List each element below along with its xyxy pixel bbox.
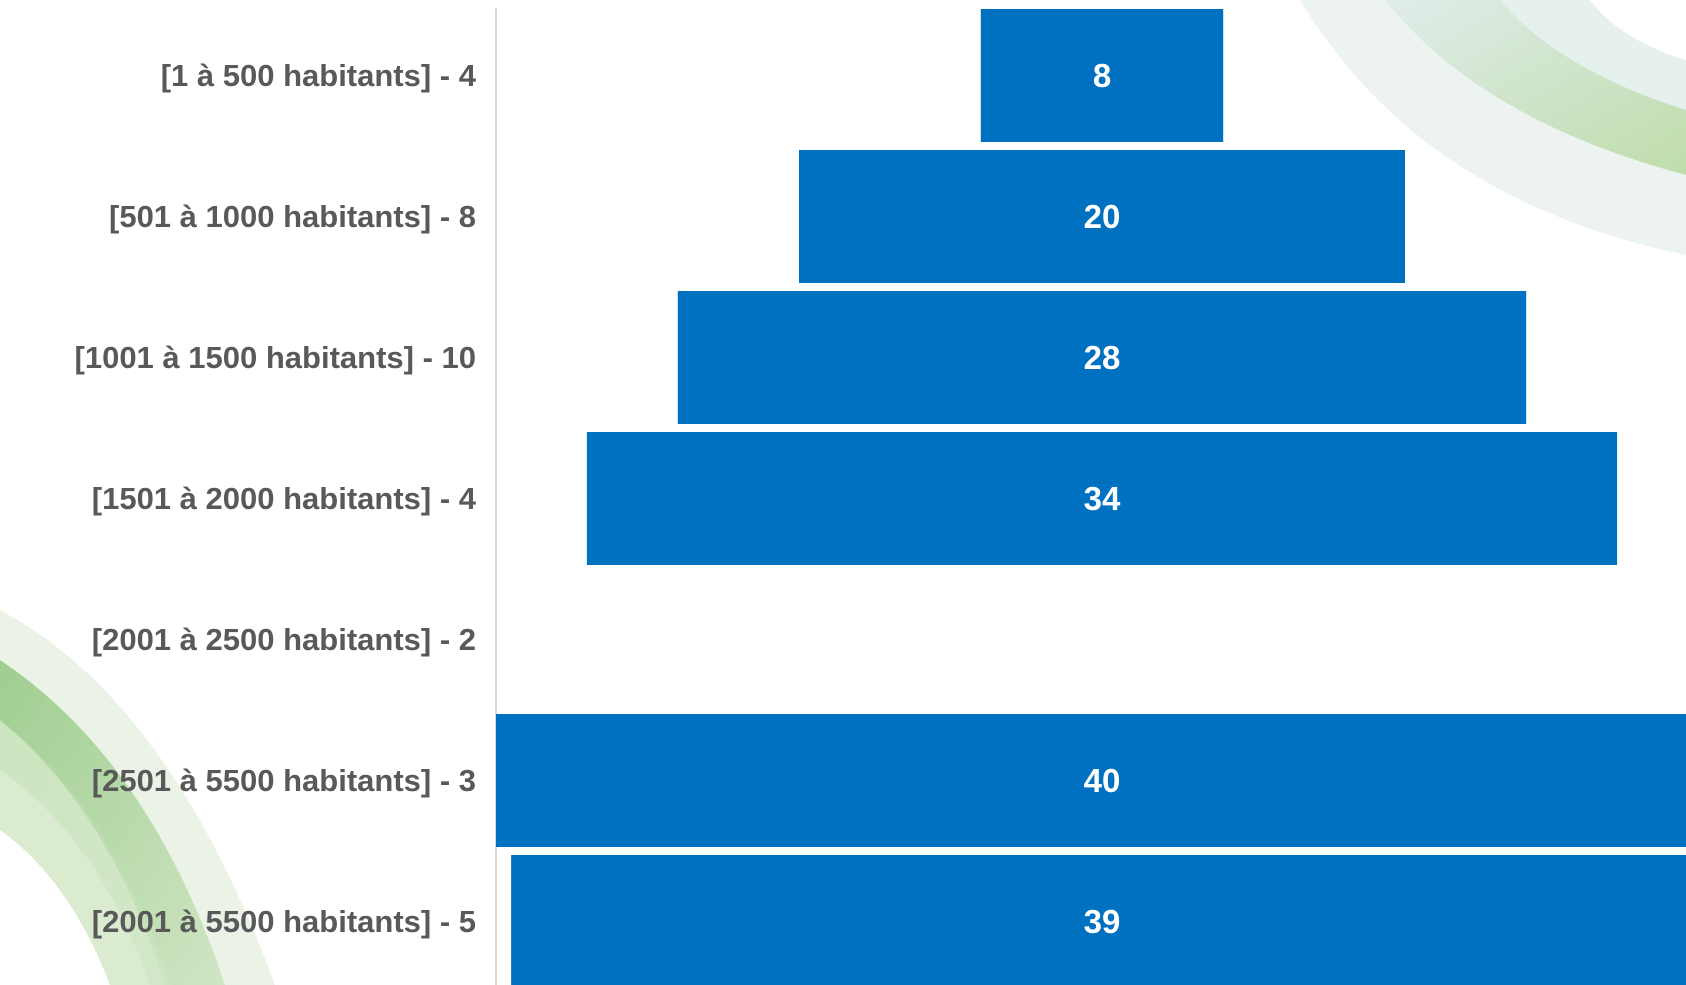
bar-value-label: 8 (1093, 57, 1111, 94)
bar-value-label: 34 (1084, 480, 1121, 517)
category-label: [1501 à 2000 habitants] - 4 (92, 481, 477, 516)
decor-swoosh-top-right-inner (1500, 0, 1686, 110)
decor-swoosh-top-right-middle (1385, 0, 1686, 175)
decor-swoosh-bottom-left-middle (0, 660, 225, 985)
category-label: [2001 à 2500 habitants] - 2 (92, 622, 476, 657)
bar-value-label: 39 (1084, 903, 1121, 940)
bar (586, 432, 1618, 565)
decor-swoosh-top-right-outer (1300, 0, 1686, 255)
category-label: [1 à 500 habitants] - 4 (161, 58, 477, 93)
category-label: [2501 à 5500 habitants] - 3 (92, 763, 476, 798)
bar-value-label: 20 (1084, 198, 1121, 235)
category-label: [501 à 1000 habitants] - 8 (109, 199, 476, 234)
category-label: [1001 à 1500 habitants] - 10 (75, 340, 476, 375)
bar (677, 291, 1527, 424)
category-labels: [1 à 500 habitants] - 4 [501 à 1000 habit… (75, 58, 477, 939)
bar-value-label: 40 (1084, 762, 1121, 799)
category-label: [2001 à 5500 habitants] - 5 (92, 904, 476, 939)
bar (980, 9, 1224, 142)
bar (496, 714, 1686, 847)
decor-swoosh-bottom-left-outer (0, 610, 275, 985)
bar (799, 150, 1405, 283)
decor-swoosh-bottom-left-inner (0, 720, 165, 985)
bar (511, 855, 1686, 985)
bars: 8 20 28 34 40 39 (496, 9, 1686, 985)
bar-value-label: 28 (1084, 339, 1121, 376)
